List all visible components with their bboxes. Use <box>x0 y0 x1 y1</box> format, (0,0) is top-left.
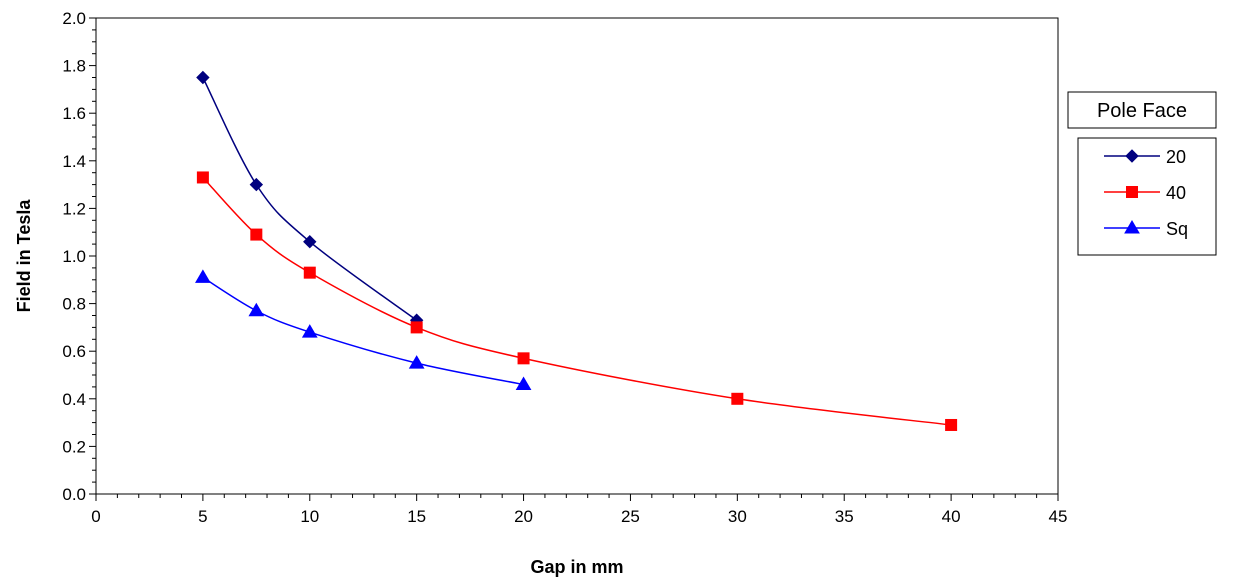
x-axis-title: Gap in mm <box>530 557 623 577</box>
x-tick-label: 5 <box>198 507 207 526</box>
legend-items: 20 40 Sq <box>1104 147 1188 239</box>
y-tick-label: 2.0 <box>62 9 86 28</box>
data-point <box>196 171 209 184</box>
series-40 <box>196 171 958 431</box>
data-point <box>301 324 318 338</box>
y-tick-label: 1.0 <box>62 247 86 266</box>
plot-border <box>95 17 1059 495</box>
legend-title-box <box>1067 91 1217 129</box>
legend: Pole Face 20 40 Sq <box>1067 91 1217 256</box>
y-tick-label: 1.8 <box>62 57 86 76</box>
data-point <box>303 235 317 249</box>
legend-title: Pole Face <box>1097 100 1187 122</box>
y-tick-label: 0.2 <box>62 437 86 456</box>
y-tick-label: 0.6 <box>62 342 86 361</box>
data-point <box>410 321 423 334</box>
legend-marker <box>1126 186 1138 198</box>
legend-box <box>1077 137 1217 256</box>
legend-marker <box>1125 149 1139 163</box>
series-layer <box>195 70 958 431</box>
series-line <box>202 276 524 386</box>
legend-label: 20 <box>1166 147 1186 167</box>
x-tick-label: 25 <box>621 507 640 526</box>
data-point <box>303 266 316 279</box>
x-tick-label: 30 <box>728 507 747 526</box>
x-tick-label: 15 <box>407 507 426 526</box>
data-point <box>408 355 425 369</box>
x-tick-label: 20 <box>514 507 533 526</box>
legend-item-Sq: Sq <box>1104 219 1188 239</box>
data-point <box>250 228 263 241</box>
data-point <box>517 352 530 365</box>
legend-label: Sq <box>1166 219 1188 239</box>
legend-item-40: 40 <box>1104 183 1186 203</box>
y-axis-title: Field in Tesla <box>14 199 34 313</box>
legend-item-20: 20 <box>1104 147 1186 167</box>
x-tick-label: 0 <box>91 507 100 526</box>
data-point <box>248 302 265 317</box>
series-line <box>202 176 952 426</box>
data-point <box>731 392 744 405</box>
series-Sq <box>195 269 532 391</box>
x-tick-label: 40 <box>942 507 961 526</box>
y-tick-label: 1.4 <box>62 152 86 171</box>
data-point <box>515 376 532 391</box>
plot-area <box>95 17 1059 495</box>
data-point <box>945 418 958 431</box>
x-tick-label: 45 <box>1049 507 1068 526</box>
x-tick-label: 35 <box>835 507 854 526</box>
data-point <box>196 70 210 85</box>
y-tick-label: 0.0 <box>62 485 86 504</box>
axes: 0 5 10 15 20 25 30 35 40 45 0.0 0.2 0.4 0.6 0.8 1.0 1.2 1… <box>62 9 1067 526</box>
y-tick-label: 1.2 <box>62 199 86 218</box>
y-tick-label: 0.8 <box>62 295 86 314</box>
series-line <box>202 77 418 321</box>
x-tick-label: 10 <box>300 507 319 526</box>
legend-label: 40 <box>1166 183 1186 203</box>
y-tick-label: 0.4 <box>62 390 86 409</box>
legend-marker <box>1124 220 1140 234</box>
y-tick-label: 1.6 <box>62 104 86 123</box>
data-point <box>249 177 264 192</box>
data-point <box>195 269 211 283</box>
